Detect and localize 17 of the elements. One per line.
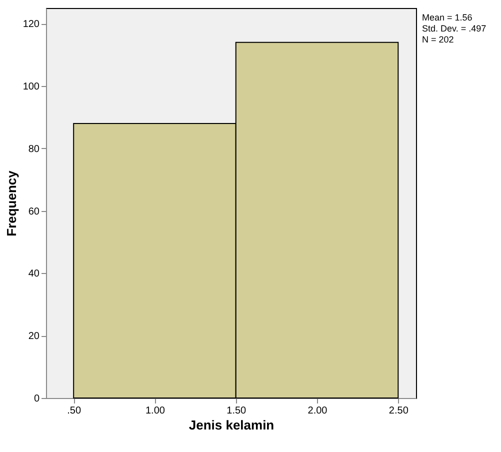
x-tick-label: 1.00 bbox=[145, 406, 166, 416]
x-tick-label: 2.00 bbox=[308, 406, 328, 416]
y-tick-label: 120 bbox=[22, 19, 40, 30]
text: N = 202 bbox=[422, 34, 454, 44]
y-tick-label: 100 bbox=[22, 82, 40, 92]
text: Std. Dev. = .497 bbox=[422, 24, 486, 34]
y-tick-label: 0 bbox=[34, 394, 40, 404]
x-axis-title: Jenis kelamin bbox=[188, 418, 274, 432]
text: Mean = 1.56 bbox=[422, 12, 472, 22]
y-tick-label: 20 bbox=[28, 331, 40, 342]
x-tick-label: 2.50 bbox=[388, 406, 409, 416]
y-axis-title: Frequency bbox=[4, 170, 19, 236]
y-tick-label: 60 bbox=[28, 206, 40, 218]
y-tick-label: 80 bbox=[28, 144, 40, 155]
x-tick-label: .50 bbox=[67, 406, 82, 416]
y-tick-label: 40 bbox=[28, 268, 40, 280]
x-tick-label: 1.50 bbox=[226, 406, 247, 416]
